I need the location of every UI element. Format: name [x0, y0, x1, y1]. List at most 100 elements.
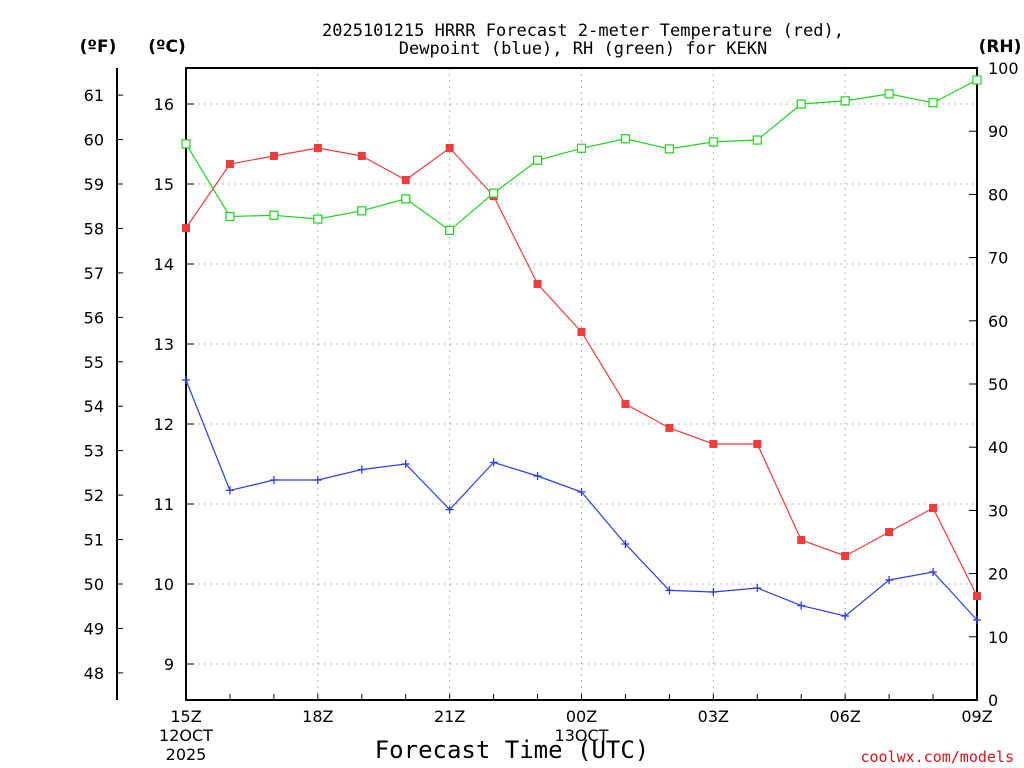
rh-tick-label: 40 — [988, 438, 1008, 457]
dewpoint-point — [533, 472, 542, 480]
x-axis-title: Forecast Time (UTC) — [375, 736, 650, 764]
x-tick-label: 09Z — [961, 707, 992, 726]
temperature-point — [401, 176, 410, 184]
dewpoint-point — [225, 486, 234, 495]
rh-tick-label: 30 — [988, 501, 1008, 520]
tick-labels: 9 10 11 12 13 14 15 16 48 49 50 51 52 53 54 55 56 57 58 59 6… — [84, 59, 1019, 764]
celsius-tick-label: 9 — [164, 655, 174, 674]
celsius-tick-label: 13 — [154, 335, 174, 354]
rh-point — [313, 214, 323, 224]
temperature-point — [313, 144, 322, 152]
temperature-point — [182, 224, 190, 232]
rh-point — [401, 194, 411, 204]
chart-title: 2025101215 HRRR Forecast 2-meter Tempera… — [322, 21, 844, 41]
fahrenheit-tick-label: 56 — [84, 308, 104, 327]
fahrenheit-tick-label: 49 — [84, 619, 104, 638]
temperature-point — [357, 152, 366, 160]
celsius-tick-label: 14 — [154, 255, 174, 274]
rh-point — [269, 210, 279, 220]
celsius-tick-label: 10 — [154, 575, 174, 594]
rh-tick-label: 10 — [988, 628, 1008, 647]
x-tick-label: 03Z — [698, 707, 729, 726]
rh-point — [445, 225, 455, 236]
dewpoint-point — [621, 540, 630, 548]
dewpoint-point — [709, 588, 718, 596]
rh-unit-label: (RH) — [979, 37, 1022, 57]
rh-point — [181, 139, 191, 149]
dewpoint-point — [182, 376, 190, 384]
fahrenheit-tick-label: 57 — [84, 264, 104, 283]
x-date-label: 13OCT — [555, 726, 609, 745]
rh-point — [708, 137, 718, 147]
dewpoint-point — [753, 584, 762, 592]
rh-tick-label: 50 — [988, 375, 1008, 394]
rh-tick-label: 0 — [988, 691, 998, 710]
temperature-point — [665, 424, 674, 432]
celsius-tick-label: 11 — [154, 495, 174, 514]
rh-point — [664, 144, 674, 154]
dewpoint-point — [489, 458, 498, 467]
dewpoint-point — [973, 616, 981, 624]
rh-point — [752, 135, 762, 145]
dewpoint-point — [401, 460, 410, 468]
fahrenheit-tick-label: 52 — [84, 486, 104, 505]
dewpoint-point — [885, 576, 894, 584]
fahrenheit-tick-label: 51 — [84, 531, 104, 550]
dewpoint-point — [269, 476, 278, 484]
dewpoint-point — [841, 612, 850, 620]
celsius-unit-label: (ºC) — [148, 37, 186, 57]
temperature-point — [445, 144, 454, 152]
rh-point — [840, 96, 850, 106]
fahrenheit-tick-label: 54 — [84, 397, 104, 416]
rh-point — [357, 206, 367, 216]
x-tick-label: 06Z — [830, 707, 861, 726]
rh-point — [796, 99, 806, 109]
temperature-point — [929, 504, 938, 512]
x-date-label: 12OCT — [159, 726, 213, 745]
rh-point — [620, 134, 631, 144]
fahrenheit-tick-label: 53 — [84, 442, 104, 461]
temperature-point — [973, 592, 981, 600]
rh-tick-label: 90 — [988, 122, 1008, 141]
rh-tick-label: 80 — [988, 185, 1008, 204]
rh-point — [489, 188, 499, 198]
temperature-point — [577, 328, 586, 336]
x-tick-label: 18Z — [302, 707, 333, 726]
temperature-point — [885, 528, 894, 536]
temperature-point — [797, 536, 806, 544]
rh-tick-label: 60 — [988, 312, 1008, 331]
temperature-line — [185, 147, 978, 597]
rh-point — [576, 143, 587, 153]
celsius-tick-label: 16 — [154, 95, 174, 114]
dewpoint-point — [445, 505, 454, 514]
data-series — [181, 75, 982, 624]
fahrenheit-tick-label: 58 — [84, 219, 104, 238]
celsius-tick-label: 12 — [154, 415, 174, 434]
rh-point — [928, 98, 938, 108]
x-year-label: 2025 — [166, 745, 207, 764]
fahrenheit-tick-label: 61 — [84, 86, 104, 105]
temperature-point — [533, 280, 542, 288]
x-tick-label: 15Z — [170, 707, 201, 726]
fahrenheit-tick-label: 48 — [84, 664, 104, 683]
rh-point — [884, 89, 894, 99]
dewpoint-point — [577, 488, 586, 496]
x-tick-label: 21Z — [434, 707, 465, 726]
dewpoint-point — [313, 476, 322, 484]
rh-tick-label: 100 — [988, 59, 1019, 78]
temperature-point — [753, 440, 762, 448]
fahrenheit-tick-label: 59 — [84, 175, 104, 194]
temperature-point — [841, 552, 850, 560]
axes — [116, 67, 978, 701]
rh-tick-label: 70 — [988, 249, 1008, 268]
dewpoint-point — [797, 601, 806, 610]
rh-point — [972, 75, 982, 85]
chart-subtitle: Dewpoint (blue), RH (green) for KEKN — [399, 39, 767, 59]
fahrenheit-tick-label: 55 — [84, 353, 104, 372]
fahrenheit-tick-label: 50 — [84, 575, 104, 594]
dewpoint-point — [665, 586, 674, 595]
dewpoint-point — [357, 465, 366, 474]
rh-tick-label: 20 — [988, 565, 1008, 584]
temperature-point — [621, 400, 630, 408]
